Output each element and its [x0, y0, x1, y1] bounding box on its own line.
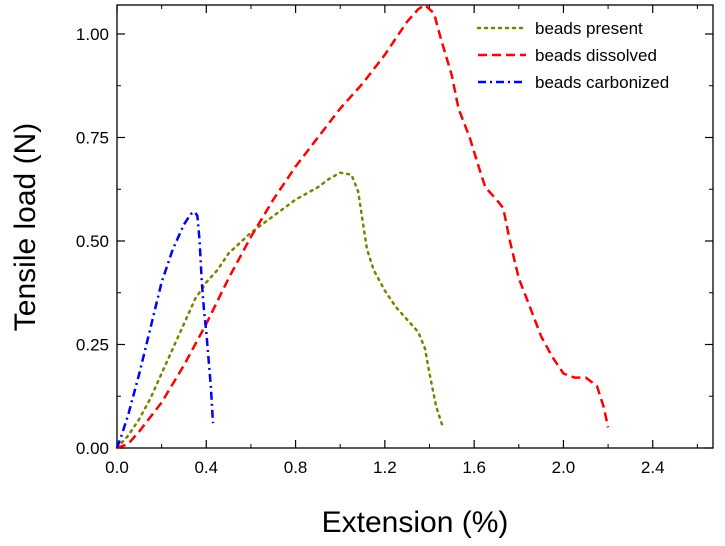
x-tick-label: 0.0: [105, 458, 129, 477]
x-axis-title: Extension (%): [322, 506, 509, 539]
series-line-beads-present: [115, 171, 445, 450]
series-line-beads-dissolved: [116, 3, 610, 450]
x-tick-label: 1.2: [373, 458, 397, 477]
y-tick-label: 0.50: [76, 232, 109, 251]
x-tick-label: 0.4: [194, 458, 218, 477]
y-tick-label: 0.75: [76, 128, 109, 147]
y-axis-title: Tensile load (N): [9, 123, 42, 331]
y-tick-label: 0.25: [76, 335, 109, 354]
legend: beads present beads dissolved beads carbon…: [476, 19, 669, 92]
y-tick-label: 0.00: [76, 439, 109, 458]
legend-label: beads carbonized: [535, 73, 669, 92]
x-tick-label: 0.8: [284, 458, 308, 477]
axis-ticks: [116, 5, 713, 449]
x-tick-label: 1.6: [462, 458, 486, 477]
tick-labels: 0.0 0.4 0.8 1.2 1.6 2.0 2.4 0.00 0.25 0.50 0.75 1.0…: [76, 25, 665, 477]
x-tick-label: 2.0: [552, 458, 576, 477]
y-tick-label: 1.00: [76, 25, 109, 44]
series-layer: [115, 3, 610, 450]
legend-label: beads present: [535, 19, 643, 38]
legend-label: beads dissolved: [535, 46, 657, 65]
plot-frame: [116, 4, 714, 449]
x-tick-label: 2.4: [641, 458, 665, 477]
series-line-beads-carbonized: [115, 210, 215, 449]
